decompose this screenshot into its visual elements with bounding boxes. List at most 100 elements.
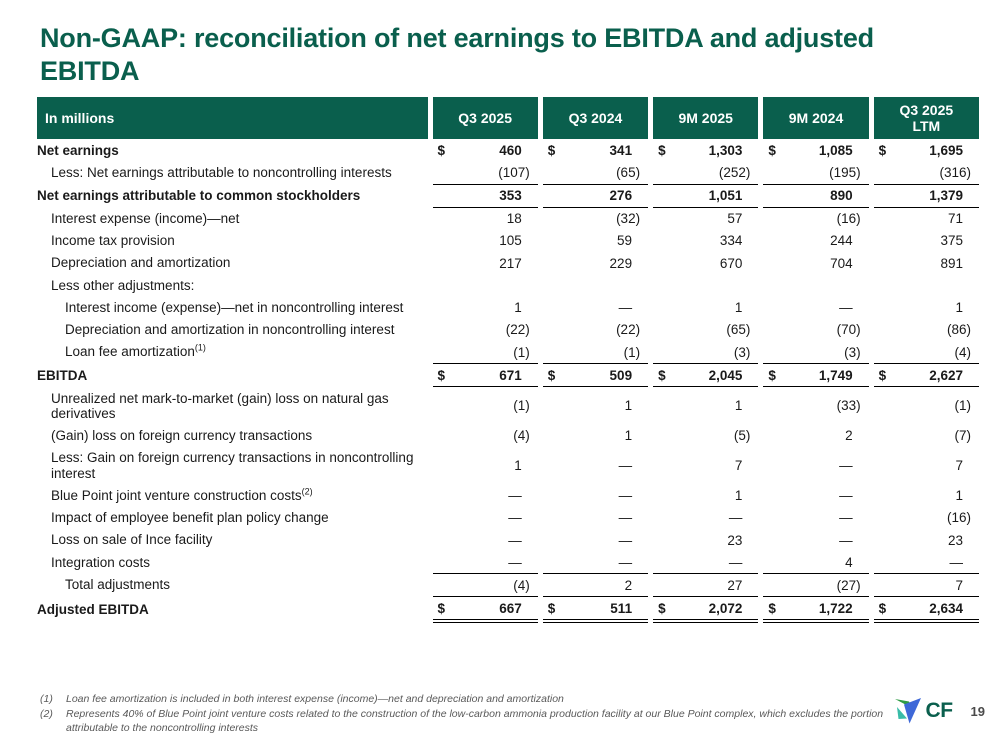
cell-value: (16) xyxy=(763,206,869,230)
cell-value: (22) xyxy=(505,322,530,338)
row-label: Interest expense (income)—net xyxy=(51,210,240,226)
footer: (1) Loan fee amortization is included in… xyxy=(40,692,985,736)
cell-value: — xyxy=(839,458,853,474)
table-row: Depreciation and amortization 217 229 670 70… xyxy=(37,252,979,274)
cell-value: (1) xyxy=(513,398,530,414)
cell-value: 1 xyxy=(734,488,743,504)
cell-value: 1 xyxy=(514,458,522,474)
row-label: Impact of employee benefit plan policy c… xyxy=(51,510,329,526)
table-row: Impact of employee benefit plan policy c… xyxy=(37,507,979,529)
cell-value: — xyxy=(618,488,633,504)
cell-value xyxy=(874,274,979,296)
row-label: Blue Point joint venture construction co… xyxy=(51,486,313,503)
reconciliation-table: In millions Q3 2025 Q3 2024 9M 2025 9M 2024 Q… xyxy=(32,97,984,624)
cell-value: 1 xyxy=(734,398,743,414)
cell-value: — xyxy=(618,532,633,548)
cell-value: (4) xyxy=(432,573,538,596)
table-row: Loan fee amortization(1) (1) (1) (3) (3) (4) xyxy=(37,341,979,363)
row-label: Interest income (expense)—net in noncont… xyxy=(65,299,404,315)
cell-value: — xyxy=(508,510,522,526)
cell-value: — xyxy=(618,510,633,526)
row-label: Total adjustments xyxy=(65,577,171,593)
cell-value: 7 xyxy=(955,458,963,474)
page-number: 19 xyxy=(970,703,985,719)
cell-value: 375 xyxy=(940,233,963,249)
cell-value: 244 xyxy=(830,233,853,249)
cell-value: 59 xyxy=(617,233,633,249)
row-label: Income tax provision xyxy=(51,233,175,249)
footnote-2: (2) Represents 40% of Blue Point joint v… xyxy=(40,707,885,736)
currency-symbol: $ xyxy=(658,600,666,616)
cell-value: $1,303 xyxy=(653,139,758,161)
table-header: In millions Q3 2025 Q3 2024 9M 2025 9M 2024 Q… xyxy=(37,97,979,140)
footnote-1: (1) Loan fee amortization is included in… xyxy=(40,692,885,707)
currency-symbol: $ xyxy=(878,367,887,383)
cell-value xyxy=(763,274,868,296)
cell-value: — xyxy=(728,510,743,526)
cell-value: — xyxy=(839,488,853,504)
cell-value: 1 xyxy=(734,300,743,316)
currency-symbol: $ xyxy=(768,367,776,383)
cell-value: $2,634 xyxy=(873,596,979,624)
cell-value: 890 xyxy=(763,183,869,207)
cell-value: 23 xyxy=(947,532,963,548)
cell-value: — xyxy=(839,510,853,526)
cell-value: (3) xyxy=(733,344,751,360)
brand: CF 19 xyxy=(894,698,985,724)
cell-value: $509 xyxy=(542,363,649,388)
table-row: Less: Gain on foreign currency transacti… xyxy=(37,447,979,485)
currency-symbol: $ xyxy=(437,367,446,383)
row-label: Adjusted EBITDA xyxy=(37,602,149,618)
cell-value: $341 xyxy=(543,139,648,161)
page-title: Non-GAAP: reconciliation of net earnings… xyxy=(40,23,874,86)
cell-value: 105 xyxy=(499,233,522,249)
table-row: EBITDA $671 $509 $2,045 $1,749 $2,627 xyxy=(37,363,979,388)
currency-symbol: $ xyxy=(768,600,776,616)
footnote-text: Represents 40% of Blue Point joint ventu… xyxy=(66,707,884,735)
column-header: 9M 2024 xyxy=(763,97,869,140)
table-row: Income tax provision 105 59 334 244 375 xyxy=(37,230,979,252)
currency-symbol: $ xyxy=(437,142,446,158)
column-header: Q3 2025 LTM xyxy=(873,97,979,140)
cell-value: 71 xyxy=(873,206,979,230)
cell-value: — xyxy=(618,300,633,316)
table-row: Less: Net earnings attributable to nonco… xyxy=(37,161,979,183)
row-label: Integration costs xyxy=(51,554,151,570)
cell-value: (4) xyxy=(513,428,530,444)
cell-value: $2,072 xyxy=(653,596,759,624)
footnote-number: (2) xyxy=(40,707,53,720)
cell-value: 891 xyxy=(940,255,963,271)
cell-value: 7 xyxy=(734,458,743,474)
table-body: Net earnings $460 $341 $1,303 $1,085 $1,695 Le… xyxy=(37,139,979,624)
column-header: Q3 2024 xyxy=(542,97,649,140)
cell-value: 23 xyxy=(727,532,743,548)
cell-value: (5) xyxy=(733,428,751,444)
cf-logo-text: CF xyxy=(925,699,954,722)
cell-value: (86) xyxy=(946,322,971,338)
cell-value: 2 xyxy=(845,428,853,444)
cell-value: 670 xyxy=(719,255,743,271)
table-row: Total adjustments (4) 2 27 (27) 7 xyxy=(37,573,979,596)
cell-value: $460 xyxy=(433,139,538,161)
footnote-number: (1) xyxy=(40,693,53,705)
footnote-reference: (1) xyxy=(194,342,206,353)
table-row: Adjusted EBITDA $667 $511 $2,072 $1,722 $2,63… xyxy=(37,596,979,624)
cell-value: (70) xyxy=(836,322,861,338)
currency-symbol: $ xyxy=(878,142,887,158)
table-row: (Gain) loss on foreign currency transact… xyxy=(37,425,979,447)
cell-value xyxy=(653,274,758,296)
row-label: Less: Net earnings attributable to nonco… xyxy=(51,164,392,180)
cell-value: (1) xyxy=(623,344,641,360)
cell-value: (107) xyxy=(498,165,530,181)
currency-symbol: $ xyxy=(878,600,887,616)
cell-value: (252) xyxy=(718,165,751,181)
currency-symbol: $ xyxy=(658,142,666,158)
cell-value: (4) xyxy=(954,344,972,360)
cell-value: $667 xyxy=(432,596,538,624)
cell-value: 57 xyxy=(653,206,759,230)
cell-value: (195) xyxy=(829,165,861,181)
cell-value: 1 xyxy=(955,488,963,504)
column-header: Q3 2025 xyxy=(432,97,538,140)
row-label: Unrealized net mark-to-market (gain) los… xyxy=(51,390,389,421)
